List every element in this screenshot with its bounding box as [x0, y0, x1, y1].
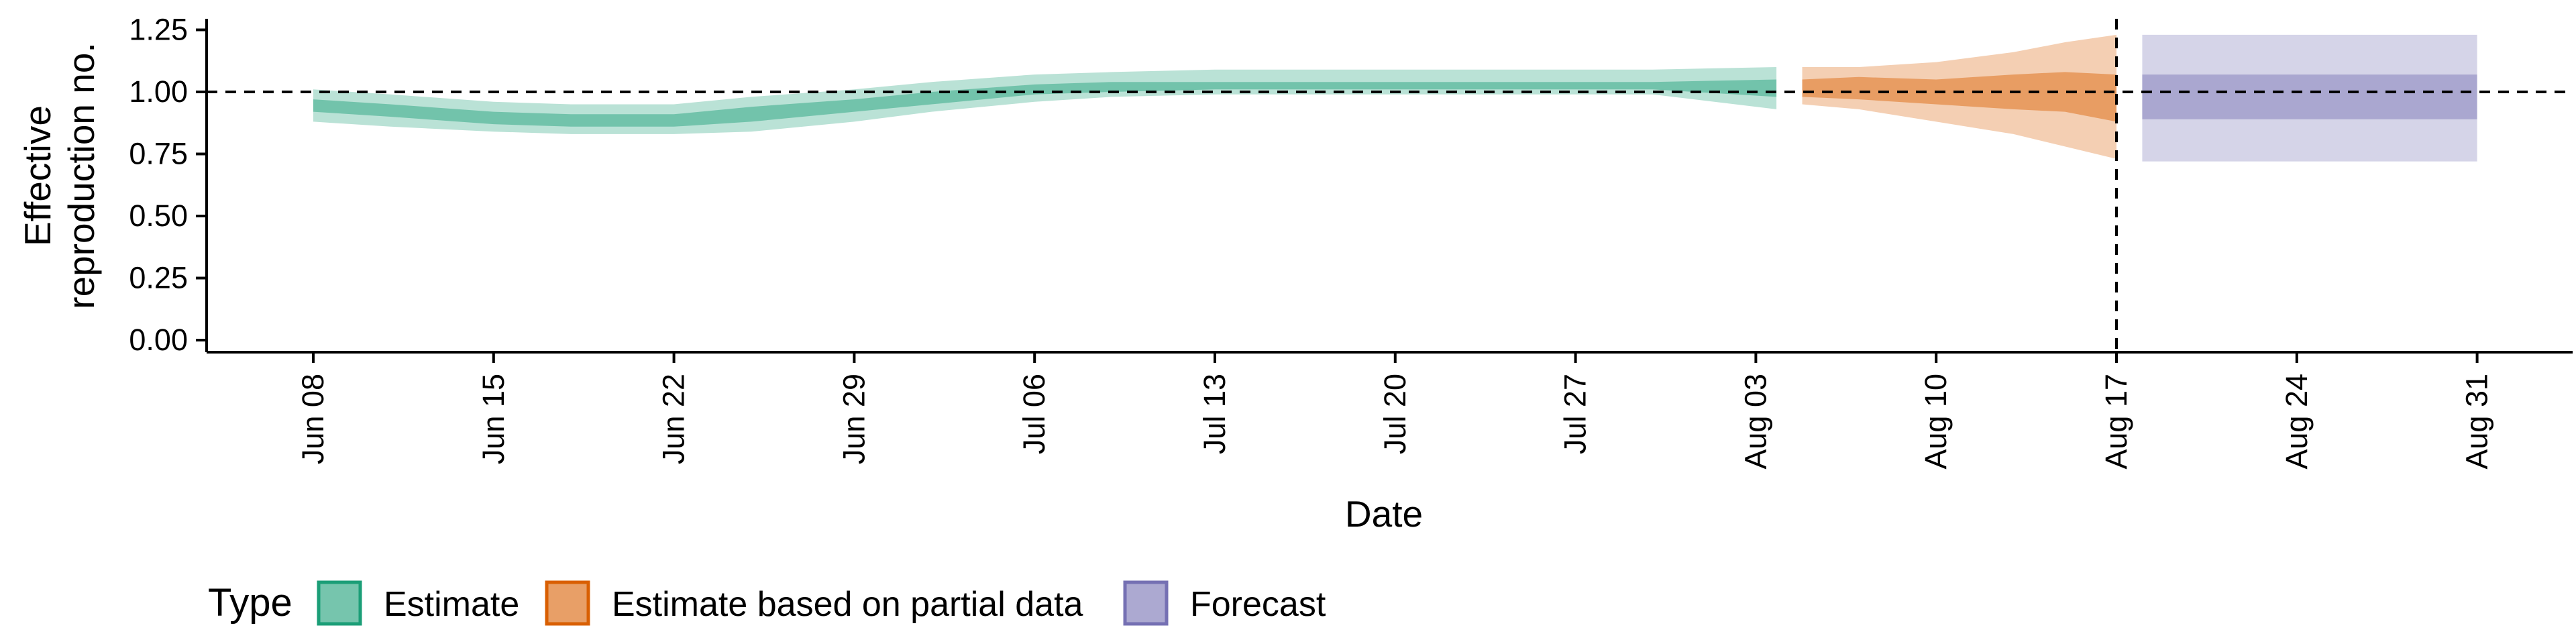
- x-tick-label: Aug 17: [2099, 374, 2133, 470]
- y-tick-label: 1.00: [129, 74, 188, 109]
- y-tick-label: 0.00: [129, 323, 188, 357]
- y-tick-label: 0.25: [129, 261, 188, 295]
- legend-label-estimate: Estimate: [384, 585, 519, 624]
- x-tick-label: Aug 24: [2279, 374, 2314, 470]
- axes-layer: [205, 19, 2573, 354]
- bands-layer: [313, 34, 2477, 162]
- x-tick-label: Jul 27: [1558, 374, 1593, 454]
- x-tick-label: Aug 10: [1919, 374, 1953, 470]
- legend-title: Type: [208, 581, 292, 625]
- y-tick-label: 0.50: [129, 199, 188, 233]
- x-tick-label: Aug 03: [1738, 374, 1772, 470]
- estimate-inner-band: [313, 79, 1777, 127]
- forecast-inner-band: [2142, 74, 2477, 119]
- estimate-outer-band: [313, 67, 1777, 134]
- x-tick-label: Aug 31: [2460, 374, 2494, 470]
- x-tick-label: Jul 13: [1197, 374, 1232, 454]
- legend: Type Estimate Estimate based on partial …: [208, 580, 1326, 626]
- forecast-outer-band: [2142, 34, 2477, 162]
- x-tick-label: Jun 22: [657, 374, 691, 464]
- legend-key-partial: [545, 580, 590, 626]
- ticks-layer: 0.00 0.25 0.50 0.75 1.00 1.25 Jun 08 Jun 15 Jun …: [129, 13, 2493, 470]
- y-tick-label: 1.25: [129, 13, 188, 47]
- x-tick-label: Jun 08: [296, 374, 330, 464]
- estimate-based-on-partial-data-outer-band: [1802, 34, 2116, 159]
- x-tick-label: Jul 20: [1378, 374, 1412, 454]
- x-axis-title: Date: [1345, 493, 1423, 535]
- x-tick-label: Jul 06: [1017, 374, 1051, 454]
- estimate-based-on-partial-data-inner-band: [1802, 72, 2116, 122]
- axis-titles: Date Effective reproduction no.: [17, 42, 1423, 535]
- y-tick-label: 0.75: [129, 137, 188, 171]
- legend-label-partial: Estimate based on partial data: [612, 585, 1083, 624]
- y-axis-title-line2: reproduction no.: [60, 42, 102, 309]
- x-tick-label: Jun 15: [476, 374, 511, 464]
- y-axis-title-line1: Effective: [17, 105, 58, 246]
- legend-key-estimate: [317, 580, 362, 626]
- x-tick-label: Jun 29: [837, 374, 871, 464]
- legend-key-forecast: [1123, 580, 1169, 626]
- legend-label-forecast: Forecast: [1190, 585, 1326, 624]
